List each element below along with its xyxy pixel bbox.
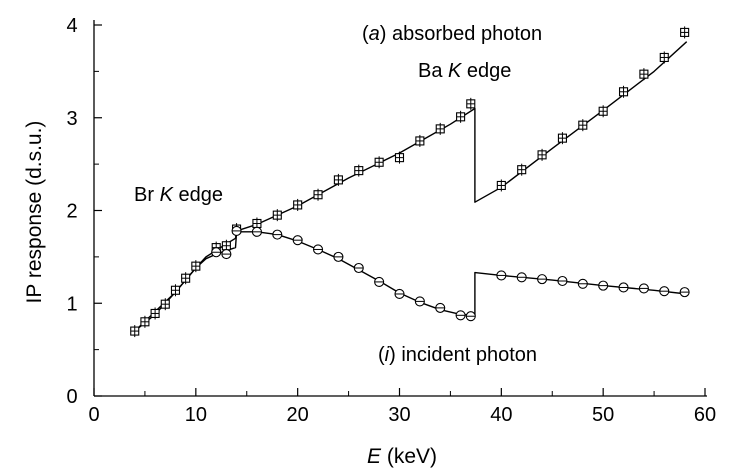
circle-marker [221, 249, 232, 260]
circle-marker [312, 244, 324, 255]
square-marker [456, 110, 466, 123]
circle-marker [292, 235, 303, 246]
annotation-absorbed-italic: a [369, 23, 380, 45]
square-marker [598, 105, 608, 118]
annotation-incident-italic: i [385, 344, 390, 366]
square-marker [150, 307, 160, 320]
square-marker [181, 272, 191, 285]
circle-marker [638, 283, 649, 294]
annotation-br-k-edge: Br K edge [134, 184, 223, 206]
circle-marker [272, 229, 283, 240]
square-marker [557, 132, 567, 145]
square-marker [415, 134, 425, 147]
circle-marker [465, 311, 476, 322]
square-marker [170, 284, 181, 297]
annotation-incident-pre: ( [378, 344, 385, 366]
x-tick-label: 60 [694, 404, 716, 426]
square-marker [293, 198, 303, 211]
circle-marker [353, 262, 364, 274]
y-axis-title: IP response (d.s.u.) [23, 121, 46, 304]
circle-marker [394, 288, 405, 300]
x-tick-label: 10 [185, 404, 207, 426]
circle-marker [455, 310, 466, 321]
circle-marker [333, 251, 344, 262]
x-tick-label: 30 [388, 404, 410, 426]
y-tick-label: 4 [66, 15, 77, 37]
square-marker [659, 51, 669, 64]
annotation-ba-post: edge [461, 60, 511, 82]
square-marker [160, 298, 170, 311]
circle-marker [211, 247, 222, 258]
x-tick-label: 50 [592, 404, 614, 426]
y-tick-label: 2 [66, 201, 77, 223]
y-tick-label: 0 [66, 386, 77, 408]
annotation-incident-photon: (i) incident photon [378, 344, 537, 366]
x-axis-title-unit: (keV) [381, 445, 437, 468]
circle-marker [598, 280, 609, 291]
circle-marker [231, 225, 242, 236]
circle-marker [679, 287, 690, 298]
annotation-ba-italic: K [448, 60, 463, 82]
square-marker [313, 188, 323, 201]
annotation-br-post: edge [173, 184, 223, 206]
circle-marker [374, 276, 385, 287]
circle-marker [618, 282, 629, 293]
annotation-br-italic: K [160, 184, 175, 206]
square-marker [394, 151, 405, 164]
circle-marker [577, 278, 588, 289]
square-marker [130, 325, 140, 338]
annotation-br-pre: Br [134, 184, 160, 206]
square-marker [374, 156, 384, 169]
square-marker [333, 173, 343, 186]
circle-marker [537, 274, 548, 285]
data-markers [130, 26, 690, 338]
annotation-absorbed-post: ) absorbed photon [380, 23, 542, 45]
circle-marker [557, 275, 568, 287]
circle-marker [496, 270, 507, 281]
x-axis-title: E (keV) [367, 445, 437, 468]
square-marker [354, 164, 364, 177]
square-marker [435, 122, 445, 135]
x-tick-label: 20 [287, 404, 309, 426]
circle-marker [659, 286, 670, 297]
annotation-absorbed-photon: (a) absorbed photon [362, 23, 542, 45]
circle-marker [435, 302, 446, 313]
square-marker [272, 209, 282, 222]
annotation-absorbed-pre: ( [362, 23, 369, 45]
circle-marker [414, 296, 425, 307]
annotation-ba-k-edge: Ba K edge [418, 60, 511, 82]
x-axis-title-symbol: E [367, 445, 382, 468]
circle-marker [516, 272, 527, 283]
annotation-incident-post: ) incident photon [389, 344, 537, 366]
square-marker [466, 97, 476, 110]
x-tick-label: 0 [88, 404, 99, 426]
x-tick-label: 40 [490, 404, 512, 426]
square-marker [639, 68, 649, 81]
y-tick-label: 1 [66, 293, 77, 315]
square-marker [191, 260, 201, 273]
square-marker [680, 26, 690, 39]
axes: 0 10 20 30 40 50 60 0 1 2 3 4 [66, 15, 716, 426]
annotation-ba-pre: Ba [418, 60, 448, 82]
square-marker [537, 148, 547, 161]
circle-marker [251, 226, 262, 237]
square-marker [618, 85, 629, 98]
square-marker [517, 163, 527, 176]
square-marker [140, 315, 150, 328]
y-tick-label: 3 [66, 108, 77, 130]
square-marker [578, 119, 588, 132]
square-marker [496, 179, 506, 192]
